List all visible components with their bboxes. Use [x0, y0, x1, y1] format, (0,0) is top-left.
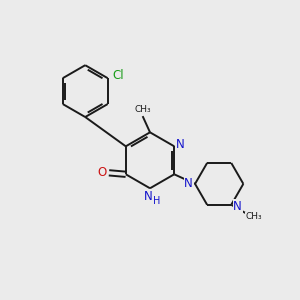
Text: H: H [153, 196, 160, 206]
Text: O: O [98, 166, 107, 179]
Text: Cl: Cl [112, 69, 124, 82]
Text: N: N [184, 177, 193, 190]
Text: CH₃: CH₃ [246, 212, 262, 221]
Text: N: N [233, 200, 242, 213]
Text: N: N [144, 190, 153, 203]
Text: N: N [176, 138, 185, 151]
Text: CH₃: CH₃ [134, 105, 151, 114]
